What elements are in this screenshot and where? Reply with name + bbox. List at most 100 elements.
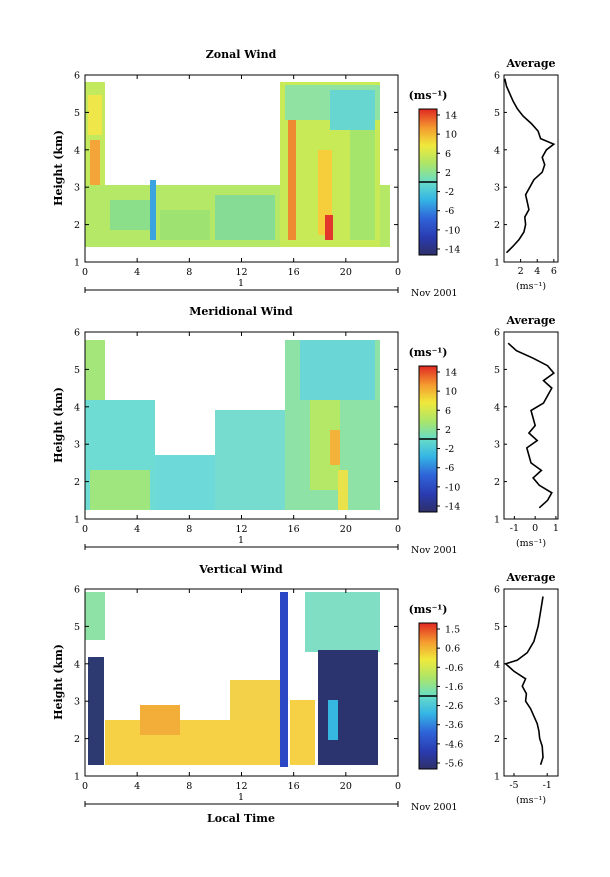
y-tick-label: 3: [74, 183, 80, 194]
profile-y-tick-label: 5: [494, 108, 500, 119]
y-tick-label: 5: [74, 622, 80, 633]
date-label-vertical: 1: [238, 792, 244, 803]
profile-x-tick-label: 2: [518, 266, 524, 277]
x-tick-label: 20: [340, 267, 352, 278]
x-tick-label: 8: [186, 781, 192, 792]
y-tick-label: 1: [74, 515, 80, 526]
date-label-meridional: 1: [238, 535, 244, 546]
x-tick-label: 20: [340, 524, 352, 535]
date-suffix-meridional: Nov 2001: [411, 545, 458, 556]
profile-y-tick-label: 6: [494, 585, 500, 596]
panel-title-zonal: Zonal Wind: [206, 48, 277, 61]
y-tick-label: 6: [74, 585, 80, 596]
profile-vertical: 1 2 3 4 5 6 -5 -1: [494, 585, 559, 791]
y-tick-label: 3: [74, 697, 80, 708]
colorbar-tick-label: -14: [445, 502, 460, 513]
x-tick-label: 0: [82, 524, 88, 535]
y-tick-label: 4: [74, 402, 80, 413]
x-tick-label: 0: [395, 267, 401, 278]
colorbar-tick-label: -10: [445, 482, 460, 493]
profile-y-tick-label: 2: [494, 220, 500, 231]
colorbar-tick-label: -0.6: [445, 663, 463, 674]
date-suffix-vertical: Nov 2001: [411, 802, 458, 813]
y-axis-label-vertical: Height (km): [52, 644, 65, 720]
x-tick-label: 12: [235, 781, 247, 792]
y-tick-label: 1: [74, 258, 80, 269]
colorbar-vertical: (ms⁻¹) 1.5 0.6 -0.6 -1.6 -2.6 -3.6 -4.6 -5.6: [409, 603, 463, 770]
x-tick-label: 4: [134, 267, 140, 278]
x-tick-label: 12: [235, 267, 247, 278]
profile-y-tick-label: 4: [494, 402, 500, 413]
heatmap-zonal: [85, 82, 390, 247]
profile-y-tick-label: 1: [494, 258, 500, 269]
y-tick-label: 2: [74, 220, 80, 231]
profile-y-tick-label: 3: [494, 440, 500, 451]
profile-x-tick-label: 0: [532, 523, 538, 534]
colorbar-tick-label: -5.6: [445, 759, 463, 770]
colorbar-tick-label: 14: [445, 111, 457, 122]
y-tick-label: 4: [74, 145, 80, 156]
profile-y-tick-label: 2: [494, 734, 500, 745]
colorbar-unit: (ms⁻¹): [409, 89, 448, 102]
profile-y-tick-label: 2: [494, 477, 500, 488]
profile-y-tick-label: 5: [494, 365, 500, 376]
profile-xlabel-zonal: (ms⁻¹): [516, 281, 546, 292]
y-tick-label: 1: [74, 772, 80, 783]
x-tick-label: 0: [82, 267, 88, 278]
colorbar-tick-label: -3.6: [445, 720, 463, 731]
y-tick-label: 3: [74, 440, 80, 451]
y-tick-label: 5: [74, 108, 80, 119]
x-tick-label: 0: [82, 781, 88, 792]
profile-x-tick-label: 6: [551, 266, 557, 277]
y-tick-label: 2: [74, 734, 80, 745]
x-tick-label: 4: [134, 781, 140, 792]
profile-x-tick-label: -1: [543, 780, 552, 791]
profile-frame: [503, 588, 559, 777]
profile-line: [504, 78, 556, 254]
profile-y-tick-label: 6: [494, 328, 500, 339]
profile-title-vertical: Average: [505, 571, 555, 584]
profile-x-tick-label: 1: [553, 523, 559, 534]
profile-y-tick-label: 1: [494, 515, 500, 526]
colorbar-tick-label: -2: [445, 187, 454, 198]
x-tick-label: 8: [186, 524, 192, 535]
colorbar-zonal: (ms⁻¹) 14 10 6 2 -2 -6 -10 -14: [409, 89, 460, 256]
profile-y-tick-label: 3: [494, 697, 500, 708]
colorbar-tick-label: 0.6: [445, 644, 460, 655]
colorbar-unit: (ms⁻¹): [409, 346, 448, 359]
x-tick-label: 16: [288, 524, 300, 535]
y-tick-label: 5: [74, 365, 80, 376]
colorbar-tick-label: -1.6: [445, 682, 463, 693]
profile-y-tick-label: 5: [494, 622, 500, 633]
colorbar-tick-label: 2: [445, 425, 451, 436]
colorbar-tick-label: -14: [445, 245, 460, 256]
date-suffix-zonal: Nov 2001: [411, 288, 458, 299]
colorbar-tick-label: -6: [445, 463, 454, 474]
profile-meridional: 1 2 3 4 5 6 -1 0 1: [494, 328, 559, 535]
profile-x-tick-label: -5: [509, 780, 518, 791]
colorbar-tick-label: 6: [445, 149, 451, 160]
x-tick-label: 0: [395, 781, 401, 792]
heatmap-vertical: [85, 592, 380, 767]
colorbar-tick-label: 10: [445, 130, 457, 141]
colorbar-tick-label: 10: [445, 387, 457, 398]
colorbar-tick-label: 2: [445, 168, 451, 179]
profile-x-tick-label: -1: [510, 523, 519, 534]
heatmap-meridional: [85, 340, 380, 510]
profile-y-tick-label: 6: [494, 71, 500, 82]
profile-xlabel-vertical: (ms⁻¹): [516, 795, 546, 806]
profile-y-tick-label: 3: [494, 183, 500, 194]
colorbar-tick-label: 1.5: [445, 625, 460, 636]
colorbar-tick-label: -2: [445, 444, 454, 455]
profile-y-tick-label: 1: [494, 772, 500, 783]
colorbar-tick-label: -10: [445, 225, 460, 236]
x-tick-label: 12: [235, 524, 247, 535]
y-tick-label: 6: [74, 71, 80, 82]
panel-title-meridional: Meridional Wind: [189, 305, 293, 318]
